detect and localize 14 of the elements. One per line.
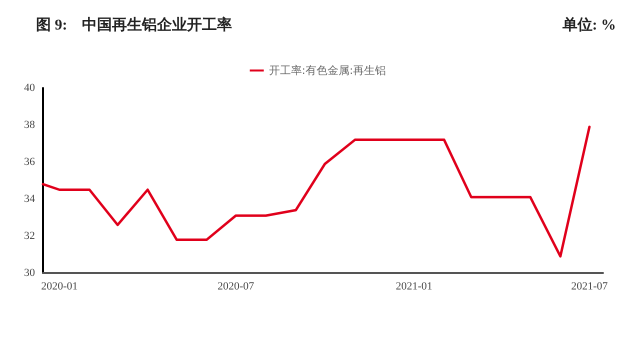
line-series — [42, 126, 591, 258]
y-tick-label: 38 — [24, 119, 36, 131]
y-tick-label: 32 — [24, 230, 35, 242]
y-tick-label: 30 — [24, 267, 36, 279]
x-tick-label: 2021-01 — [396, 280, 432, 292]
text: 单位: % — [561, 16, 616, 34]
y-tick-label: 34 — [24, 193, 36, 205]
x-tick-label: 2021-07 — [571, 280, 608, 292]
legend-label: 开工率:有色金属:再生铝 — [268, 64, 386, 77]
y-tick-label: 36 — [24, 156, 36, 168]
x-tick-label: 2020-01 — [41, 280, 78, 292]
chart-title: 图 9: 中国再生铝企业开工率 — [36, 16, 232, 34]
x-tick-label: 2020-07 — [217, 280, 255, 292]
y-tick-label: 40 — [24, 82, 36, 94]
